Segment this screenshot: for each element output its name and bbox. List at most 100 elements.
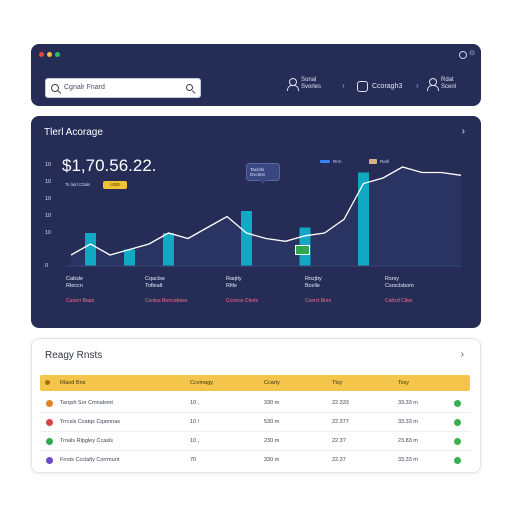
legend-swatch bbox=[369, 159, 377, 164]
chevron-right-icon[interactable]: › bbox=[460, 349, 464, 360]
row-cell: 33.33 m bbox=[398, 457, 418, 463]
row-name: Tarqsh Sor Cmnalsmt bbox=[60, 400, 113, 406]
row-cell: 33.33 m bbox=[398, 400, 418, 406]
row-cell: 530 m bbox=[264, 419, 280, 425]
search-submit-icon[interactable] bbox=[186, 84, 193, 91]
y-tick-label: 10 bbox=[45, 213, 52, 219]
x-sub-label: Cafcrd Cltes bbox=[385, 298, 413, 304]
row-cell: 10 / bbox=[190, 419, 200, 425]
header-dot-icon bbox=[45, 380, 50, 385]
x-label-line2: Rltle bbox=[226, 283, 238, 289]
search-icon bbox=[51, 84, 59, 92]
row-cell: 330 m bbox=[264, 400, 280, 406]
settings-icon[interactable] bbox=[459, 51, 467, 59]
table-row[interactable]: Frrsts Ccclalty Corrmunt 70 330 m 22.37 … bbox=[40, 451, 470, 470]
total-value: $1,70.56.22. bbox=[62, 156, 157, 175]
chart-tooltip: Tacrnls Dvclest bbox=[246, 163, 280, 184]
row-icon bbox=[46, 400, 53, 407]
nav-item-line1: Rdat bbox=[441, 77, 454, 83]
close-icon[interactable]: ⊙ bbox=[469, 50, 475, 57]
nav-item-ccoragh3[interactable]: Ccoragh3 bbox=[357, 81, 402, 92]
nav-item-svorles[interactable]: Sonal Svorles bbox=[287, 77, 321, 91]
row-cell: 22.377 bbox=[332, 419, 349, 425]
table-header: Rlaod Bns Ccvmagy Ccarty Ttsy Tssy bbox=[40, 375, 470, 391]
chart-card: Tlerl Acorage › $1,70.56.22. Ts lald Ctl… bbox=[31, 116, 481, 328]
x-label-line1: Raqtly bbox=[226, 276, 242, 282]
close-dot[interactable] bbox=[39, 52, 44, 57]
maximize-dot[interactable] bbox=[55, 52, 60, 57]
y-tick-label: 10 bbox=[45, 179, 52, 185]
nav-item-line1: Sonal bbox=[301, 77, 317, 83]
x-label-line2: Rleccn bbox=[66, 283, 83, 289]
chart-bar-0[interactable] bbox=[85, 233, 96, 266]
row-icon bbox=[46, 419, 53, 426]
user-icon bbox=[287, 78, 299, 91]
table-row[interactable]: Trrcsls Ccatqs Cqamnas 10 / 530 m 22.377… bbox=[40, 413, 470, 432]
chart-bar-2[interactable] bbox=[163, 233, 174, 266]
chart-title: Tlerl Acorage bbox=[44, 127, 103, 138]
minimize-dot[interactable] bbox=[47, 52, 52, 57]
table-row[interactable]: Trnals Rlpgley Ccasls 10 , 230 m 22.3? 2… bbox=[40, 432, 470, 451]
chart-legend-item[interactable]: Rarll bbox=[369, 159, 389, 164]
x-category-label: Cabsle Rleccn bbox=[66, 276, 83, 290]
status-ok-icon bbox=[454, 438, 461, 445]
x-label-line2: Bcelle bbox=[305, 283, 320, 289]
chart-bar-5[interactable] bbox=[358, 172, 369, 267]
nav-item-scenl[interactable]: Rdat Scenl bbox=[427, 77, 456, 91]
column-header[interactable]: Ccarty bbox=[264, 380, 280, 386]
y-tick-label: 10 bbox=[45, 196, 52, 202]
nav-item-line2: Svorles bbox=[301, 84, 322, 90]
x-category-label: Rsrsy Csrsclsbom bbox=[385, 276, 414, 290]
top-toolbar: ⊙ Cgnalr Fnard Sonal Svorles › Ccoragh3 … bbox=[31, 44, 481, 106]
x-category-label: Cqaclse Toflealt bbox=[145, 276, 165, 290]
table-title: Reagy Rnsts bbox=[45, 350, 103, 361]
line-bar-chart bbox=[67, 166, 462, 267]
column-header[interactable]: Ttsy bbox=[332, 380, 343, 386]
row-name: Trnals Rlpgley Ccasls bbox=[60, 438, 113, 444]
row-icon bbox=[46, 457, 53, 464]
legend-label: Rrm bbox=[333, 159, 342, 164]
chart-bar-3[interactable] bbox=[241, 211, 252, 266]
row-cell: 230 m bbox=[264, 438, 280, 444]
row-cell: 33.33 m bbox=[398, 419, 418, 425]
window-controls bbox=[39, 52, 60, 57]
x-sub-label: Ccerct Bnrs bbox=[305, 298, 332, 304]
search-bar[interactable]: Cgnalr Fnard bbox=[45, 78, 201, 98]
y-tick-label: 10 bbox=[45, 230, 52, 236]
chart-point-marker[interactable] bbox=[295, 245, 310, 255]
x-sub-label: Ccorrce Cterls bbox=[226, 298, 258, 304]
row-cell: 22.333 bbox=[332, 400, 349, 406]
chart-series-line bbox=[70, 166, 462, 256]
row-cell: 70 bbox=[190, 457, 197, 463]
y-tick-label: 10 bbox=[45, 162, 52, 168]
chevron-right-icon: › bbox=[342, 81, 345, 90]
row-cell: 330 m bbox=[264, 457, 280, 463]
legend-label: Rarll bbox=[380, 159, 390, 164]
column-header[interactable]: Ccvmagy bbox=[190, 380, 213, 386]
x-sub-label: Cuoerr Baas bbox=[66, 298, 95, 304]
status-ok-icon bbox=[454, 457, 461, 464]
row-cell: 10 , bbox=[190, 438, 200, 444]
row-name: Trrcsls Ccatqs Cqamnas bbox=[60, 419, 121, 425]
value-sub-label: Ts lald Ctlals bbox=[65, 182, 91, 187]
chart-bar-1[interactable] bbox=[124, 249, 135, 267]
row-cell: 22.3? bbox=[332, 438, 346, 444]
row-cell: 22.37 bbox=[332, 457, 346, 463]
chevron-right-icon[interactable]: › bbox=[461, 126, 465, 137]
currency-badge: USD bbox=[103, 181, 127, 189]
row-cell: 10 , bbox=[190, 400, 200, 406]
x-category-label: Rozjby Bcelle bbox=[305, 276, 322, 290]
x-label-line2: Csrsclsbom bbox=[385, 283, 414, 289]
x-category-label: Raqtly Rltle bbox=[226, 276, 242, 290]
row-cell: 23.83 m bbox=[398, 438, 418, 444]
status-ok-icon bbox=[454, 419, 461, 426]
table-row[interactable]: Tarqsh Sor Cmnalsmt 10 , 330 m 22.333 33… bbox=[40, 394, 470, 413]
column-header[interactable]: Tssy bbox=[398, 380, 409, 386]
row-icon bbox=[46, 438, 53, 445]
legend-swatch bbox=[320, 160, 330, 163]
search-input[interactable]: Cgnalr Fnard bbox=[64, 84, 105, 91]
status-ok-icon bbox=[454, 400, 461, 407]
chart-legend-item[interactable]: Rrm bbox=[320, 159, 342, 164]
nav-item-label: Ccoragh3 bbox=[372, 83, 403, 90]
column-header[interactable]: Rlaod Bns bbox=[60, 380, 86, 386]
